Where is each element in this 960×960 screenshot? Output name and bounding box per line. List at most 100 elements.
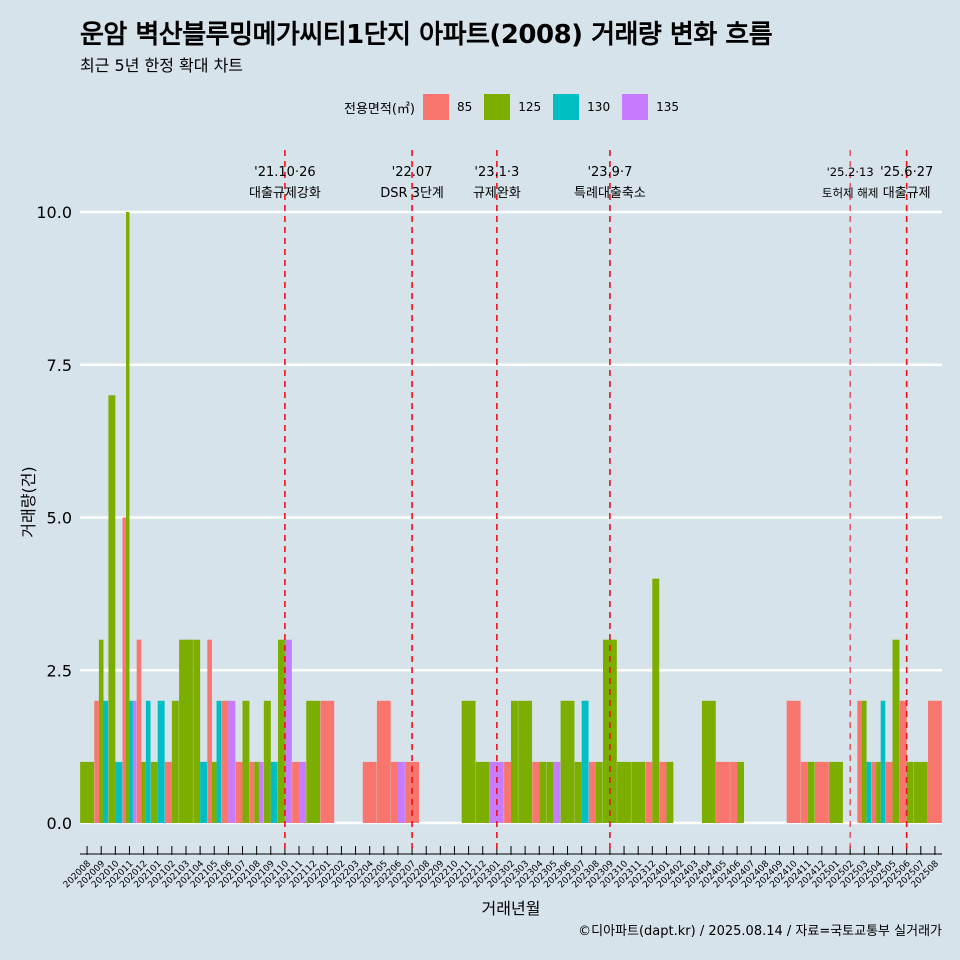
bar-85-202508 bbox=[928, 700, 942, 823]
bar-125-202501 bbox=[829, 761, 843, 823]
bar-135-202108 bbox=[258, 761, 264, 823]
bar-85-202304 bbox=[532, 761, 540, 823]
bar-85-202312 bbox=[645, 761, 653, 823]
bar-85-202105 bbox=[207, 639, 212, 823]
bar-125-202505 bbox=[892, 639, 900, 823]
bar-130-202503 bbox=[866, 761, 872, 823]
bar-125-202110 bbox=[277, 639, 285, 823]
bar-125-202504 bbox=[876, 761, 881, 823]
bar-85-202011 bbox=[122, 517, 126, 823]
bar-125-202401 bbox=[666, 761, 674, 823]
y-tick-label: 2.5 bbox=[47, 661, 72, 680]
bar-135-202011 bbox=[132, 700, 137, 823]
bar-85-202111 bbox=[292, 761, 300, 823]
bar-135-202111 bbox=[299, 761, 306, 823]
bar-125-202307 bbox=[574, 761, 582, 823]
event-name-label: 대출규제 bbox=[883, 186, 931, 201]
bar-135-202106 bbox=[228, 700, 236, 823]
legend-label-85: 85 bbox=[456, 100, 473, 114]
bar-130-202504 bbox=[880, 700, 886, 823]
event-date-label: '22.07 bbox=[392, 165, 433, 180]
bar-85-202204 bbox=[362, 761, 377, 823]
event-date-label: '23.1·3 bbox=[474, 165, 519, 180]
bar-125-202404 bbox=[701, 700, 716, 823]
bar-130-202010 bbox=[115, 761, 123, 823]
bar-85-202308 bbox=[588, 761, 596, 823]
bar-85-202411 bbox=[800, 761, 808, 823]
legend-key-125 bbox=[484, 94, 511, 120]
source-caption: ©디아파트(dapt.kr) / 2025.08.14 / 자료=국토교통부 실… bbox=[578, 924, 942, 939]
bar-85-202201 bbox=[320, 700, 335, 823]
chart-subtitle: 최근 5년 한정 확대 차트 bbox=[80, 56, 244, 75]
bar-85-202504 bbox=[871, 761, 877, 823]
bar-125-202305 bbox=[546, 761, 554, 823]
bar-125-202101 bbox=[150, 761, 158, 823]
legend-key-130 bbox=[553, 94, 580, 120]
bar-130-202012 bbox=[145, 700, 151, 823]
y-tick-label: 7.5 bbox=[47, 356, 72, 375]
y-tick-label: 0.0 bbox=[47, 814, 72, 833]
event-date-label: '25.2·13 bbox=[827, 165, 874, 179]
bar-125-202312 bbox=[652, 578, 660, 823]
bar-125-202109 bbox=[263, 700, 271, 823]
bar-85-202106 bbox=[221, 700, 229, 823]
legend-title: 전용면적(㎡) bbox=[344, 101, 415, 117]
bar-125-202012 bbox=[141, 761, 146, 823]
event-date-label: '25.6·27 bbox=[880, 165, 933, 180]
bar-85-202506 bbox=[899, 700, 907, 823]
bar-85-202505 bbox=[885, 761, 893, 823]
bar-125-202212 bbox=[475, 761, 490, 823]
bar-125-202009 bbox=[98, 639, 104, 823]
bar-125-202108 bbox=[254, 761, 259, 823]
bar-125-202211 bbox=[461, 700, 476, 823]
legend-label-135: 135 bbox=[656, 100, 679, 114]
bar-85-202405 bbox=[716, 761, 730, 823]
legend-label-125: 125 bbox=[518, 100, 542, 114]
bar-125-202010 bbox=[108, 395, 116, 823]
bar-85-202107 bbox=[235, 761, 243, 823]
legend-key-135 bbox=[622, 94, 649, 120]
bar-130-202011 bbox=[129, 700, 133, 823]
bar-85-202206 bbox=[391, 761, 398, 823]
bar-125-202311 bbox=[631, 761, 646, 823]
legend-label-130: 130 bbox=[587, 100, 611, 114]
bar-125-202507 bbox=[913, 761, 928, 823]
bar-85-202205 bbox=[376, 700, 391, 823]
x-axis-title: 거래년월 bbox=[482, 899, 541, 918]
bar-130-202101 bbox=[157, 700, 165, 823]
bar-125-202309 bbox=[602, 639, 617, 823]
bar-125-202105 bbox=[211, 761, 217, 823]
event-name-label: 특례대출축소 bbox=[574, 186, 646, 201]
bar-85-202108 bbox=[249, 761, 255, 823]
bar-125-202112 bbox=[306, 700, 321, 823]
bar-85-202503 bbox=[857, 700, 862, 823]
bar-125-202102 bbox=[171, 700, 179, 823]
legend-key-85 bbox=[422, 94, 449, 120]
event-name-label: 토허제 해제 bbox=[822, 186, 879, 200]
bar-125-202107 bbox=[242, 700, 250, 823]
bar-125-202011 bbox=[125, 212, 130, 823]
y-axis-title: 거래량(건) bbox=[19, 466, 38, 537]
bar-85-202009 bbox=[94, 700, 99, 823]
bar-85-202401 bbox=[659, 761, 667, 823]
event-date-label: '23.9·7 bbox=[587, 165, 632, 180]
legend: 전용면적(㎡) 85 125 130 135 bbox=[344, 92, 691, 122]
chart-title: 운암 벽산블루밍메가씨티1단지 아파트(2008) 거래량 변화 흐름 bbox=[80, 20, 773, 50]
bar-125-202503 bbox=[861, 700, 867, 823]
bar-125-202506 bbox=[906, 761, 914, 823]
bar-125-202104 bbox=[193, 639, 201, 823]
bar-125-202411 bbox=[807, 761, 815, 823]
bar-125-202302 bbox=[511, 700, 518, 823]
bar-85-202406 bbox=[730, 761, 738, 823]
bar-125-202406 bbox=[737, 761, 745, 823]
event-name-label: 규제완화 bbox=[473, 186, 521, 201]
bar-135-202305 bbox=[553, 761, 561, 823]
bar-125-202310 bbox=[617, 761, 631, 823]
bar-125-202103 bbox=[179, 639, 193, 823]
bar-85-202302 bbox=[504, 761, 511, 823]
bar-125-202008 bbox=[80, 761, 94, 823]
bar-130-202105 bbox=[216, 700, 222, 823]
bar-85-202410 bbox=[786, 700, 801, 823]
event-date-label: '21.10·26 bbox=[254, 165, 315, 180]
event-name-label: 대출규제강화 bbox=[249, 186, 321, 201]
